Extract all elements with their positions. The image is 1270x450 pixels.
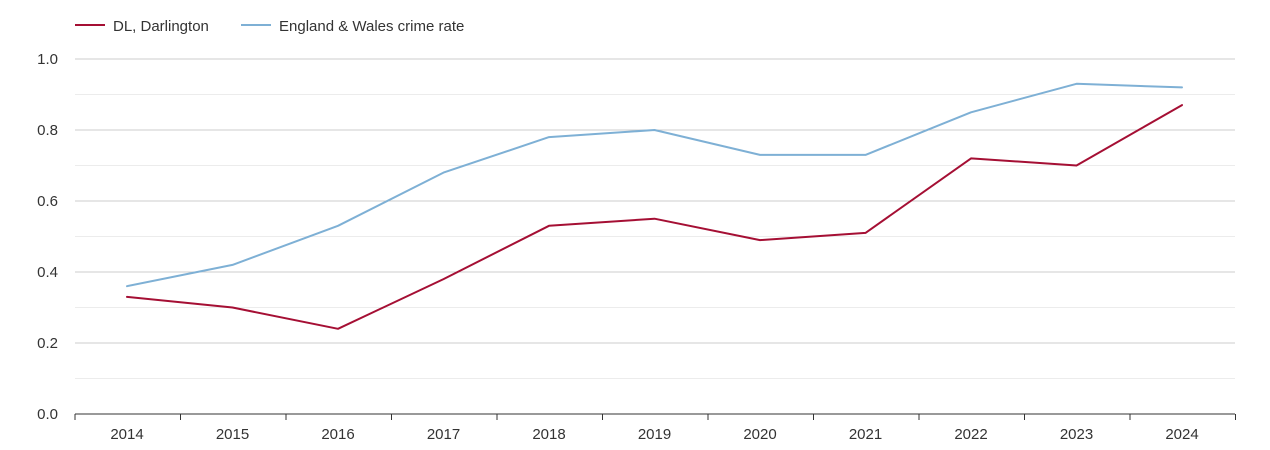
legend-label-darlington: DL, Darlington [113,18,209,35]
x-tick-label: 2015 [216,426,249,443]
legend-item-darlington[interactable]: DL, Darlington [75,18,209,35]
x-tick-label: 2020 [743,426,776,443]
data-point[interactable] [125,284,130,289]
data-point[interactable] [758,152,763,157]
y-tick-label: 0.2 [37,335,58,352]
y-tick-label: 0.0 [37,406,58,423]
y-tick-label: 0.8 [37,122,58,139]
data-point[interactable] [969,156,974,161]
x-tick-label: 2024 [1165,426,1198,443]
series-line-1[interactable] [126,82,1183,288]
legend: DL, Darlington England & Wales crime rat… [75,18,464,35]
x-tick-label: 2016 [321,426,354,443]
y-tick-label: 0.6 [37,193,58,210]
data-point[interactable] [652,128,657,133]
data-point[interactable] [125,294,130,299]
data-point[interactable] [652,216,657,221]
data-point[interactable] [336,326,341,331]
gridlines [75,58,1235,379]
data-point[interactable] [863,152,868,157]
x-tick-label: 2014 [110,426,143,443]
data-point[interactable] [441,170,446,175]
data-point[interactable] [547,223,552,228]
series-line-0[interactable] [126,104,1183,330]
series-lines [125,81,1185,331]
data-point[interactable] [441,277,446,282]
x-tick-label: 2023 [1060,426,1093,443]
data-point[interactable] [758,238,763,243]
data-point[interactable] [969,110,974,115]
data-point[interactable] [1074,81,1079,86]
y-tick-label: 1.0 [37,51,58,68]
data-point[interactable] [1180,85,1185,90]
legend-item-england-wales[interactable]: England & Wales crime rate [241,18,464,35]
data-point[interactable] [863,230,868,235]
data-point[interactable] [230,262,235,267]
data-point[interactable] [230,305,235,310]
y-tick-label: 0.4 [37,264,58,281]
x-tick-label: 2021 [849,426,882,443]
axes: 0.0 0.2 0.4 0.6 0.8 1.0 2014 2015 2016 2017 2018 20… [37,51,1236,443]
legend-label-england-wales: England & Wales crime rate [279,18,464,35]
x-tick-label: 2022 [954,426,987,443]
x-tick-label: 2018 [532,426,565,443]
data-point[interactable] [1180,103,1185,108]
data-point[interactable] [547,135,552,140]
data-point[interactable] [1074,163,1079,168]
x-tick-label: 2019 [638,426,671,443]
data-point[interactable] [336,223,341,228]
x-tick-label: 2017 [427,426,460,443]
